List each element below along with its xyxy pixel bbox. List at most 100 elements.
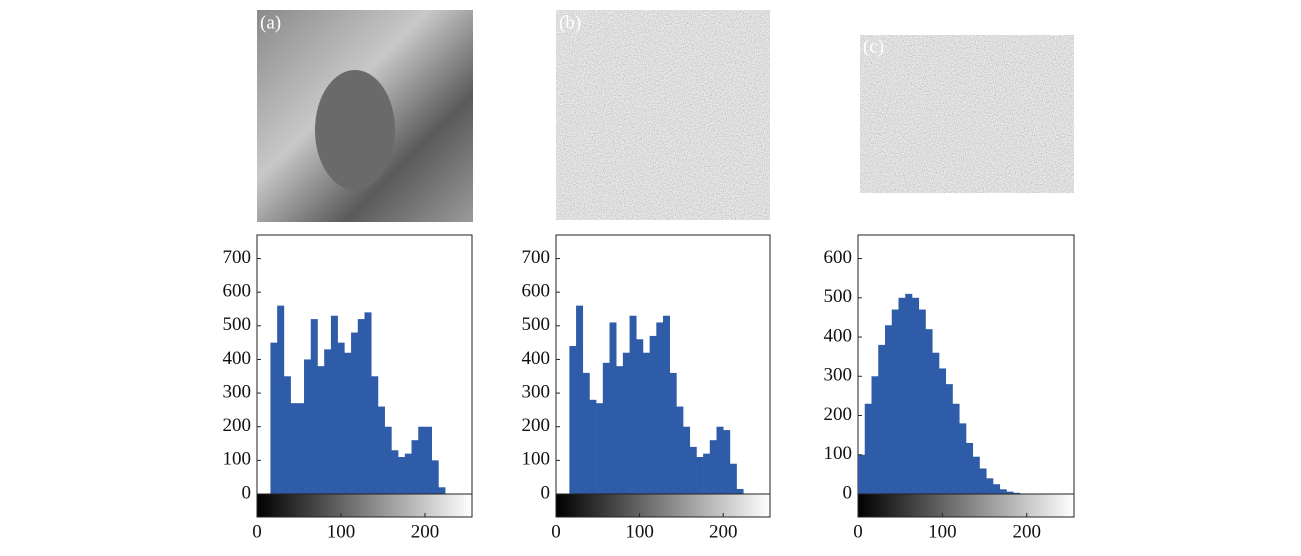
bar [283, 376, 291, 494]
bar [871, 376, 879, 494]
y-tick-label: 400 [522, 348, 551, 369]
y-tick-label: 100 [824, 443, 853, 464]
bar [629, 315, 637, 494]
y-tick-label: 500 [223, 314, 252, 335]
x-tick-label: 100 [928, 521, 957, 542]
bar [716, 426, 724, 494]
bar [602, 362, 610, 494]
bar [391, 450, 399, 494]
image-c [860, 35, 1074, 193]
bar [945, 384, 953, 494]
y-tick-label: 700 [522, 247, 551, 268]
bar [404, 453, 412, 494]
bar [959, 423, 967, 494]
bar [576, 305, 584, 494]
bar [270, 342, 278, 494]
bar [398, 457, 406, 494]
bar [972, 456, 980, 494]
bar [729, 463, 737, 494]
panel-label: (b) [559, 12, 581, 33]
bar [297, 403, 305, 494]
bar [864, 403, 872, 494]
y-tick-label: 300 [522, 381, 551, 402]
bar [431, 460, 439, 494]
image-b [556, 10, 770, 220]
bar [438, 487, 446, 494]
bar [891, 309, 899, 494]
bar [736, 488, 744, 494]
x-tick-label: 100 [327, 521, 356, 542]
panel-label: (c) [863, 36, 884, 57]
bar [925, 329, 933, 494]
y-tick-label: 300 [824, 365, 853, 386]
bar [357, 319, 365, 494]
x-tick-label: 0 [551, 521, 561, 542]
bar [424, 426, 432, 494]
bar [290, 403, 298, 494]
bar [364, 312, 372, 494]
bar [952, 403, 960, 494]
bar [642, 352, 650, 494]
bar [703, 453, 711, 494]
bar [912, 297, 920, 494]
image-a-figure [315, 70, 395, 190]
y-tick-label: 0 [843, 482, 853, 503]
y-tick-label: 700 [223, 247, 252, 268]
x-tick-label: 0 [853, 521, 863, 542]
y-tick-label: 400 [824, 325, 853, 346]
bar [344, 352, 352, 494]
y-tick-label: 600 [824, 247, 853, 268]
bar [905, 293, 913, 494]
x-tick-label: 0 [252, 521, 262, 542]
bar [669, 372, 677, 494]
bar [324, 349, 332, 494]
bar [986, 478, 994, 494]
bar [966, 442, 974, 494]
bar [979, 468, 987, 494]
bar [878, 344, 886, 494]
bar [649, 335, 657, 494]
y-tick-label: 100 [223, 449, 252, 470]
y-tick-label: 100 [522, 449, 551, 470]
bar [418, 426, 426, 494]
x-tick-label: 100 [625, 521, 654, 542]
bar [1006, 491, 1014, 494]
bar [656, 322, 664, 494]
y-tick-label: 400 [223, 348, 252, 369]
bar [1013, 492, 1021, 494]
y-tick-label: 0 [242, 482, 252, 503]
y-tick-label: 500 [824, 286, 853, 307]
x-tick-label: 200 [411, 521, 440, 542]
bar [596, 403, 604, 494]
bar [351, 332, 359, 494]
bar [898, 297, 906, 494]
bar [636, 339, 644, 494]
bar [676, 406, 684, 494]
bar [616, 366, 624, 494]
y-tick-label: 200 [824, 404, 853, 425]
x-tick-label: 200 [1013, 521, 1042, 542]
bar [310, 319, 318, 494]
bar [939, 368, 947, 494]
bar [589, 399, 597, 494]
y-tick-label: 200 [522, 415, 551, 436]
colorbar [555, 493, 771, 518]
bar [384, 426, 392, 494]
bar [304, 359, 312, 494]
bar [932, 352, 940, 494]
bar [999, 489, 1007, 494]
y-tick-label: 300 [223, 381, 252, 402]
y-tick-label: 600 [522, 281, 551, 302]
bar [371, 376, 379, 494]
bar [330, 315, 338, 494]
bar [858, 454, 866, 494]
bar [663, 315, 670, 494]
y-tick-label: 500 [522, 314, 551, 335]
bar [683, 426, 691, 494]
bar [709, 440, 717, 494]
bar [993, 484, 1001, 494]
bar [317, 366, 325, 494]
y-tick-label: 0 [541, 482, 551, 503]
x-tick-label: 200 [709, 521, 738, 542]
